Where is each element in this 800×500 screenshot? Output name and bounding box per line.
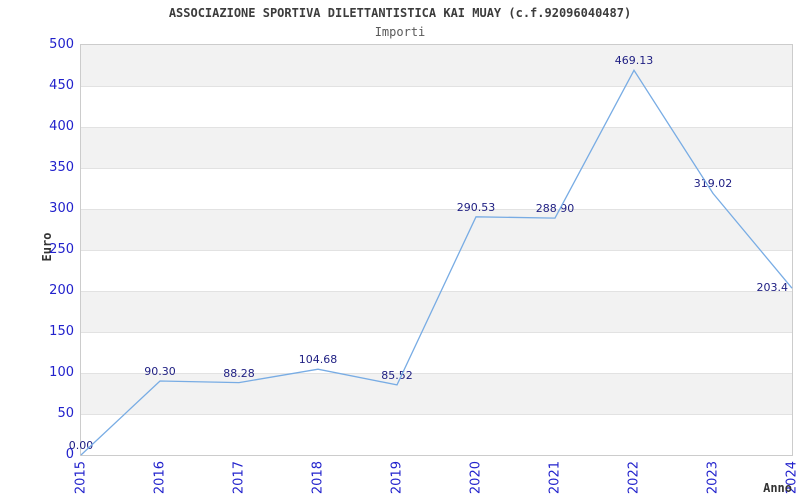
plot-band — [81, 414, 792, 455]
plot-band — [81, 373, 792, 414]
x-tick-label: 2020 — [468, 461, 484, 495]
line-series-path — [80, 69, 793, 456]
gridline — [81, 291, 792, 292]
y-tick-label: 150 — [49, 324, 74, 339]
y-tick-label: 350 — [49, 160, 74, 175]
gridline — [81, 209, 792, 210]
x-axis-title: Anno — [763, 481, 792, 495]
data-point-label: 90.30 — [144, 364, 176, 378]
gridline — [81, 168, 792, 169]
x-tick-label: 2019 — [389, 461, 405, 495]
data-point-label: 85.52 — [381, 368, 413, 382]
y-tick-label: 200 — [49, 283, 74, 298]
plot-area: 0.00 90.30 88.28 104.68 85.52 290.53 288.90 469… — [69, 45, 793, 456]
gridline — [81, 414, 792, 415]
x-tick-label: 2015 — [73, 461, 89, 495]
x-tick-label: 2017 — [231, 461, 247, 495]
data-point-label: 319.02 — [693, 177, 733, 191]
data-point-label: 290.53 — [456, 200, 496, 214]
data-point-label: 288.90 — [535, 202, 575, 216]
y-tick-label: 100 — [49, 365, 74, 380]
data-point-label: 469.13 — [614, 54, 654, 68]
gridline — [81, 332, 792, 333]
x-tick-label: 2021 — [547, 461, 563, 495]
chart-title: ASSOCIAZIONE SPORTIVA DILETTANTISTICA KA… — [168, 6, 632, 20]
x-tick-label: 2016 — [152, 461, 168, 495]
plot-band — [81, 332, 792, 373]
plot-band — [81, 291, 792, 332]
plot-band — [81, 168, 792, 209]
plot-band — [81, 86, 792, 127]
plot-band — [81, 209, 792, 250]
gridline — [81, 250, 792, 251]
data-point-label: 104.68 — [298, 353, 338, 367]
gridline — [81, 373, 792, 374]
y-tick-label: 250 — [49, 242, 74, 257]
chart-subtitle: Importi — [374, 25, 426, 39]
y-tick-label: 50 — [57, 406, 74, 421]
data-point-label: 203.4 — [756, 281, 789, 295]
y-tick-label: 400 — [49, 119, 74, 134]
gridline — [81, 127, 792, 128]
x-tick-label: 2022 — [626, 461, 642, 495]
plot-band — [81, 250, 792, 291]
y-tick-label: 300 — [49, 201, 74, 216]
x-tick-label: 2018 — [310, 461, 326, 495]
y-tick-label: 450 — [49, 78, 74, 93]
y-tick-label: 500 — [49, 37, 74, 52]
x-tick-label: 2023 — [705, 461, 721, 495]
line-series — [80, 69, 793, 456]
plot-band — [81, 127, 792, 168]
data-point-label: 88.28 — [223, 366, 255, 380]
gridline — [81, 86, 792, 87]
plot-band — [81, 45, 792, 86]
y-tick-label: 0 — [65, 447, 74, 462]
